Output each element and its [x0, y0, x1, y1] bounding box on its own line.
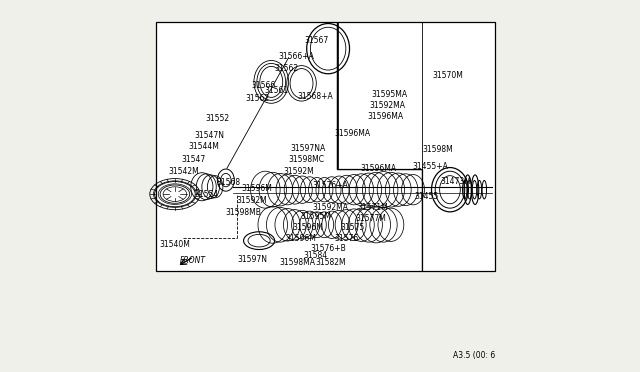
Text: 31570M: 31570M	[432, 71, 463, 80]
Text: 31597NA: 31597NA	[291, 144, 326, 153]
Text: A3.5 (00: 6: A3.5 (00: 6	[453, 351, 495, 360]
Text: 31596MA: 31596MA	[360, 164, 396, 173]
Text: 31577M: 31577M	[355, 214, 387, 223]
Text: 31592M: 31592M	[284, 167, 314, 176]
Text: 31455: 31455	[414, 192, 438, 201]
Text: 31544M: 31544M	[188, 142, 219, 151]
Text: 31592MA: 31592MA	[312, 203, 348, 212]
Text: 31596M: 31596M	[292, 223, 324, 232]
Text: 31576: 31576	[335, 234, 358, 243]
Text: 31595MA: 31595MA	[371, 90, 408, 99]
Text: 31576+B: 31576+B	[310, 244, 346, 253]
Text: 31576+A: 31576+A	[312, 181, 348, 190]
Text: 31584: 31584	[303, 251, 328, 260]
Text: 31566: 31566	[252, 81, 276, 90]
Text: 31562: 31562	[274, 64, 298, 73]
Text: 31562: 31562	[245, 94, 269, 103]
Text: 31596M: 31596M	[241, 185, 272, 193]
Text: 31568: 31568	[216, 178, 241, 187]
Polygon shape	[337, 22, 495, 271]
Text: 31595M: 31595M	[300, 212, 331, 221]
Text: 31598MB: 31598MB	[225, 208, 261, 217]
Text: 31592MA: 31592MA	[369, 101, 405, 110]
Polygon shape	[156, 22, 422, 271]
Text: 31554: 31554	[194, 190, 218, 199]
Text: 31455+A: 31455+A	[412, 162, 448, 171]
Text: 31547N: 31547N	[194, 131, 224, 140]
Text: 31592M: 31592M	[236, 196, 267, 205]
Text: 31598MC: 31598MC	[288, 155, 324, 164]
Text: 31597N: 31597N	[238, 254, 268, 264]
Text: 31552: 31552	[205, 114, 229, 123]
Text: 31542M: 31542M	[168, 167, 199, 176]
Text: 31596MA: 31596MA	[367, 112, 404, 121]
Text: 31547: 31547	[182, 155, 206, 164]
Text: 31598MA: 31598MA	[279, 258, 315, 267]
Text: 31540M: 31540M	[160, 240, 191, 249]
Text: FRONT: FRONT	[180, 256, 205, 265]
Text: 31567: 31567	[304, 36, 328, 45]
Text: 31582M: 31582M	[315, 258, 346, 267]
Text: 31598M: 31598M	[422, 145, 452, 154]
Text: 31596MA: 31596MA	[335, 129, 371, 138]
Text: 31561: 31561	[264, 86, 289, 94]
Text: 31575: 31575	[340, 223, 365, 232]
Text: 31596M: 31596M	[285, 234, 316, 243]
Text: 31473M: 31473M	[440, 177, 471, 186]
Text: 31566+A: 31566+A	[278, 52, 314, 61]
Text: 31571M: 31571M	[357, 203, 388, 212]
Text: 31568+A: 31568+A	[298, 92, 333, 101]
